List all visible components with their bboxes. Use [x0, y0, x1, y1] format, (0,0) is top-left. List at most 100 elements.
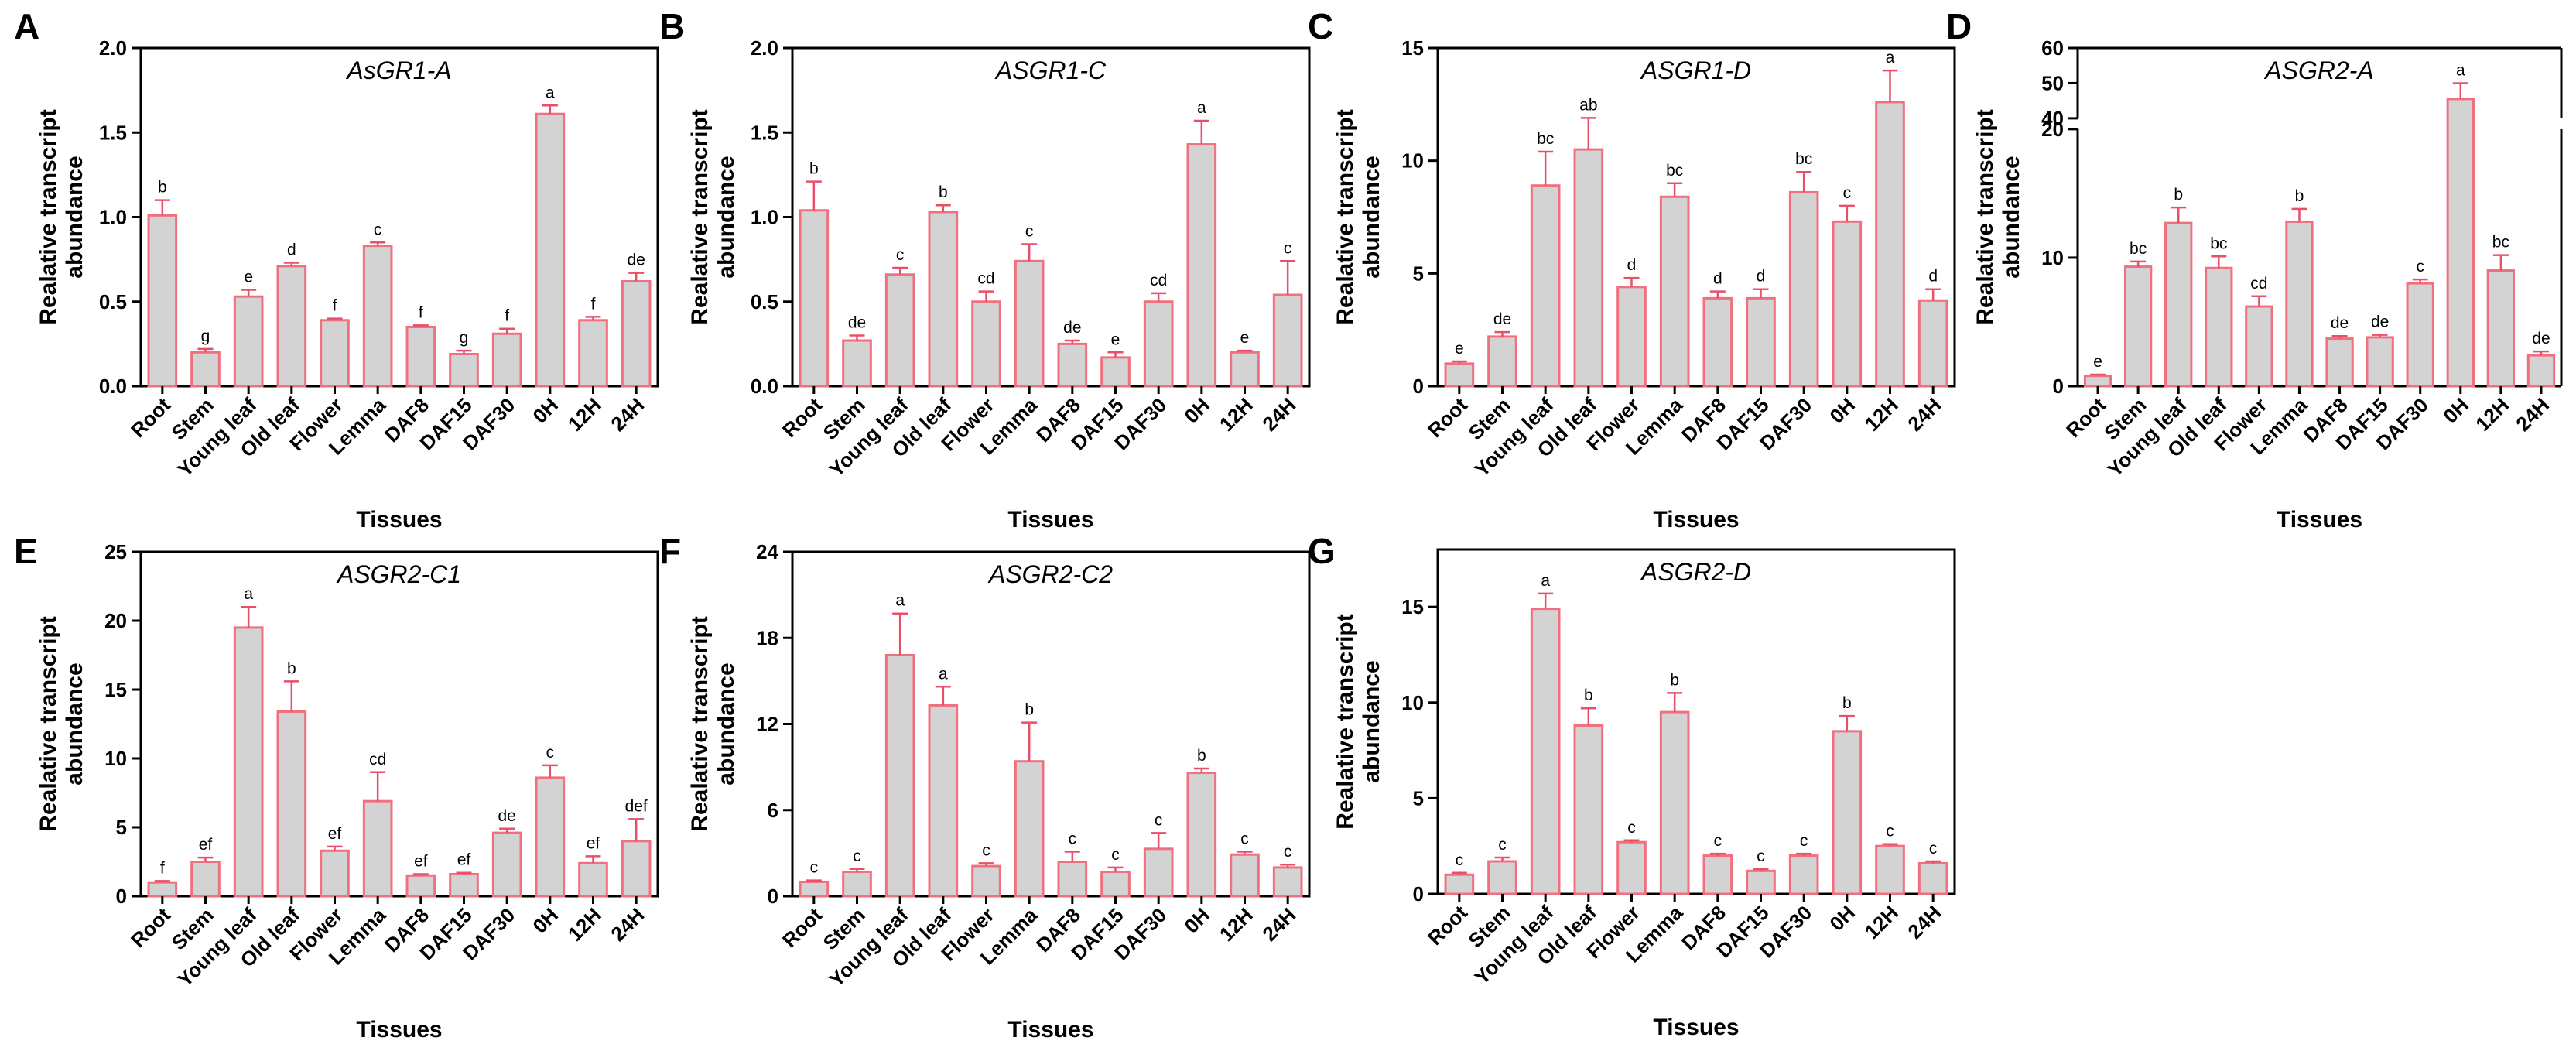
chart-title: ASGR2-C1: [336, 560, 461, 588]
significance-letter: c: [546, 744, 555, 762]
y-tick-label: 15: [1401, 595, 1424, 618]
y-axis-label: Realative transcriptabundance: [687, 616, 739, 831]
bar: [2406, 282, 2434, 388]
bar: [2245, 305, 2273, 388]
y-tick-label: 5: [1413, 262, 1424, 285]
bar: [147, 214, 178, 388]
bar: [147, 881, 178, 898]
significance-letter: c: [810, 859, 819, 877]
x-tick-label: 24H: [1903, 901, 1945, 943]
significance-letter: c: [1714, 832, 1722, 850]
bar: [1143, 300, 1174, 388]
significance-letter: bc: [2492, 234, 2509, 252]
bar: [578, 861, 608, 898]
chart-title: ASGR2-A: [2263, 56, 2373, 84]
significance-letter: c: [1456, 851, 1464, 869]
significance-letter: b: [1670, 671, 1679, 689]
y-tick-label: 24: [756, 540, 778, 563]
bar: [2526, 354, 2556, 388]
x-tick-label: Root: [126, 903, 175, 952]
significance-letter: b: [2295, 187, 2304, 205]
x-tick-label: 12H: [1215, 393, 1257, 436]
significance-letter: b: [809, 160, 819, 178]
y-tick-label: 0.5: [99, 290, 127, 313]
significance-letter: b: [2174, 186, 2183, 204]
bar: [320, 319, 350, 388]
significance-letter: e: [1111, 330, 1120, 348]
significance-letter: cd: [369, 751, 386, 769]
significance-letter: ef: [199, 836, 213, 854]
y-tick-label: 10: [2041, 246, 2064, 269]
bar: [1143, 847, 1174, 898]
y-tick-label: 50: [2041, 71, 2064, 94]
significance-letter: c: [1929, 840, 1938, 858]
panel-e: E ASGR2-C1 0 5 10 15 20 25 Realative transcripta…: [14, 531, 659, 1042]
y-axis-label: Realative transcriptabundance: [1332, 614, 1384, 829]
bar: [449, 352, 479, 388]
significance-letter: de: [2331, 314, 2349, 332]
bar: [405, 326, 436, 388]
bar: [1917, 299, 1948, 388]
y-tick-label: 1.0: [751, 206, 778, 229]
significance-letter: a: [1541, 572, 1550, 590]
x-tick-label: Root: [778, 393, 826, 442]
y-tick-label: 20: [104, 609, 127, 632]
x-tick-label: 12H: [563, 393, 606, 436]
bar: [1573, 724, 1604, 895]
bar: [621, 280, 652, 388]
significance-letter: d: [1928, 268, 1938, 286]
significance-letter: c: [1627, 819, 1636, 837]
bar: [1186, 143, 1217, 388]
significance-letter: cd: [977, 270, 994, 288]
x-tick-label: 12H: [2471, 393, 2513, 436]
x-tick-label: 0H: [1825, 393, 1859, 428]
significance-letter: bc: [2130, 240, 2147, 258]
bar: [1702, 854, 1733, 895]
bar: [362, 245, 393, 388]
chart-title: AsGR1-A: [345, 56, 451, 84]
y-tick-label: 10: [1401, 149, 1424, 173]
x-tick-label: 0H: [1179, 903, 1214, 938]
panel-letter: B: [659, 6, 685, 46]
bar: [1746, 869, 1776, 895]
significance-letter: a: [244, 585, 253, 603]
panel-g: G ASGR2-D 0 5 10 15 Realative transcriptabunda…: [1308, 531, 1956, 1040]
significance-letter: ef: [328, 825, 342, 843]
significance-letter: de: [848, 313, 866, 331]
bar: [578, 319, 608, 388]
significance-letter: f: [591, 295, 596, 313]
bar: [1444, 873, 1475, 895]
bar: [971, 864, 1001, 898]
bar: [928, 211, 959, 388]
bar: [1573, 148, 1604, 388]
bar: [1230, 853, 1260, 898]
bar: [2486, 269, 2516, 388]
significance-letter: a: [1197, 99, 1206, 117]
bar: [535, 776, 566, 898]
bar: [884, 654, 915, 898]
significance-letter: ef: [457, 851, 471, 869]
plot-frame: [1436, 548, 1956, 895]
y-tick-label: 25: [104, 540, 127, 563]
significance-letter: b: [1842, 694, 1852, 712]
x-tick-label: Root: [778, 903, 826, 952]
y-tick-label: 20: [2041, 118, 2064, 141]
bar: [1875, 101, 1905, 388]
x-axis-label: Tissues: [1653, 1015, 1739, 1040]
significance-letter: c: [1111, 846, 1120, 864]
plot-frame: [791, 46, 1311, 388]
y-tick-label: 2.0: [99, 36, 127, 60]
y-tick-label: 10: [104, 747, 127, 770]
bar: [1487, 335, 1517, 388]
significance-letter: c: [1284, 843, 1292, 861]
y-axis-label: Realative transcriptabundance: [687, 109, 739, 324]
x-axis-label: Tissues: [1007, 1017, 1093, 1042]
bar: [1616, 840, 1647, 895]
bar: [320, 849, 350, 898]
significance-letter: bc: [1537, 130, 1554, 148]
chart-title: ASGR1-D: [1640, 56, 1751, 84]
x-tick-label: Root: [126, 393, 175, 442]
y-axis-label: Realative transcriptabundance: [36, 616, 87, 831]
plot-frame: [791, 550, 1311, 898]
